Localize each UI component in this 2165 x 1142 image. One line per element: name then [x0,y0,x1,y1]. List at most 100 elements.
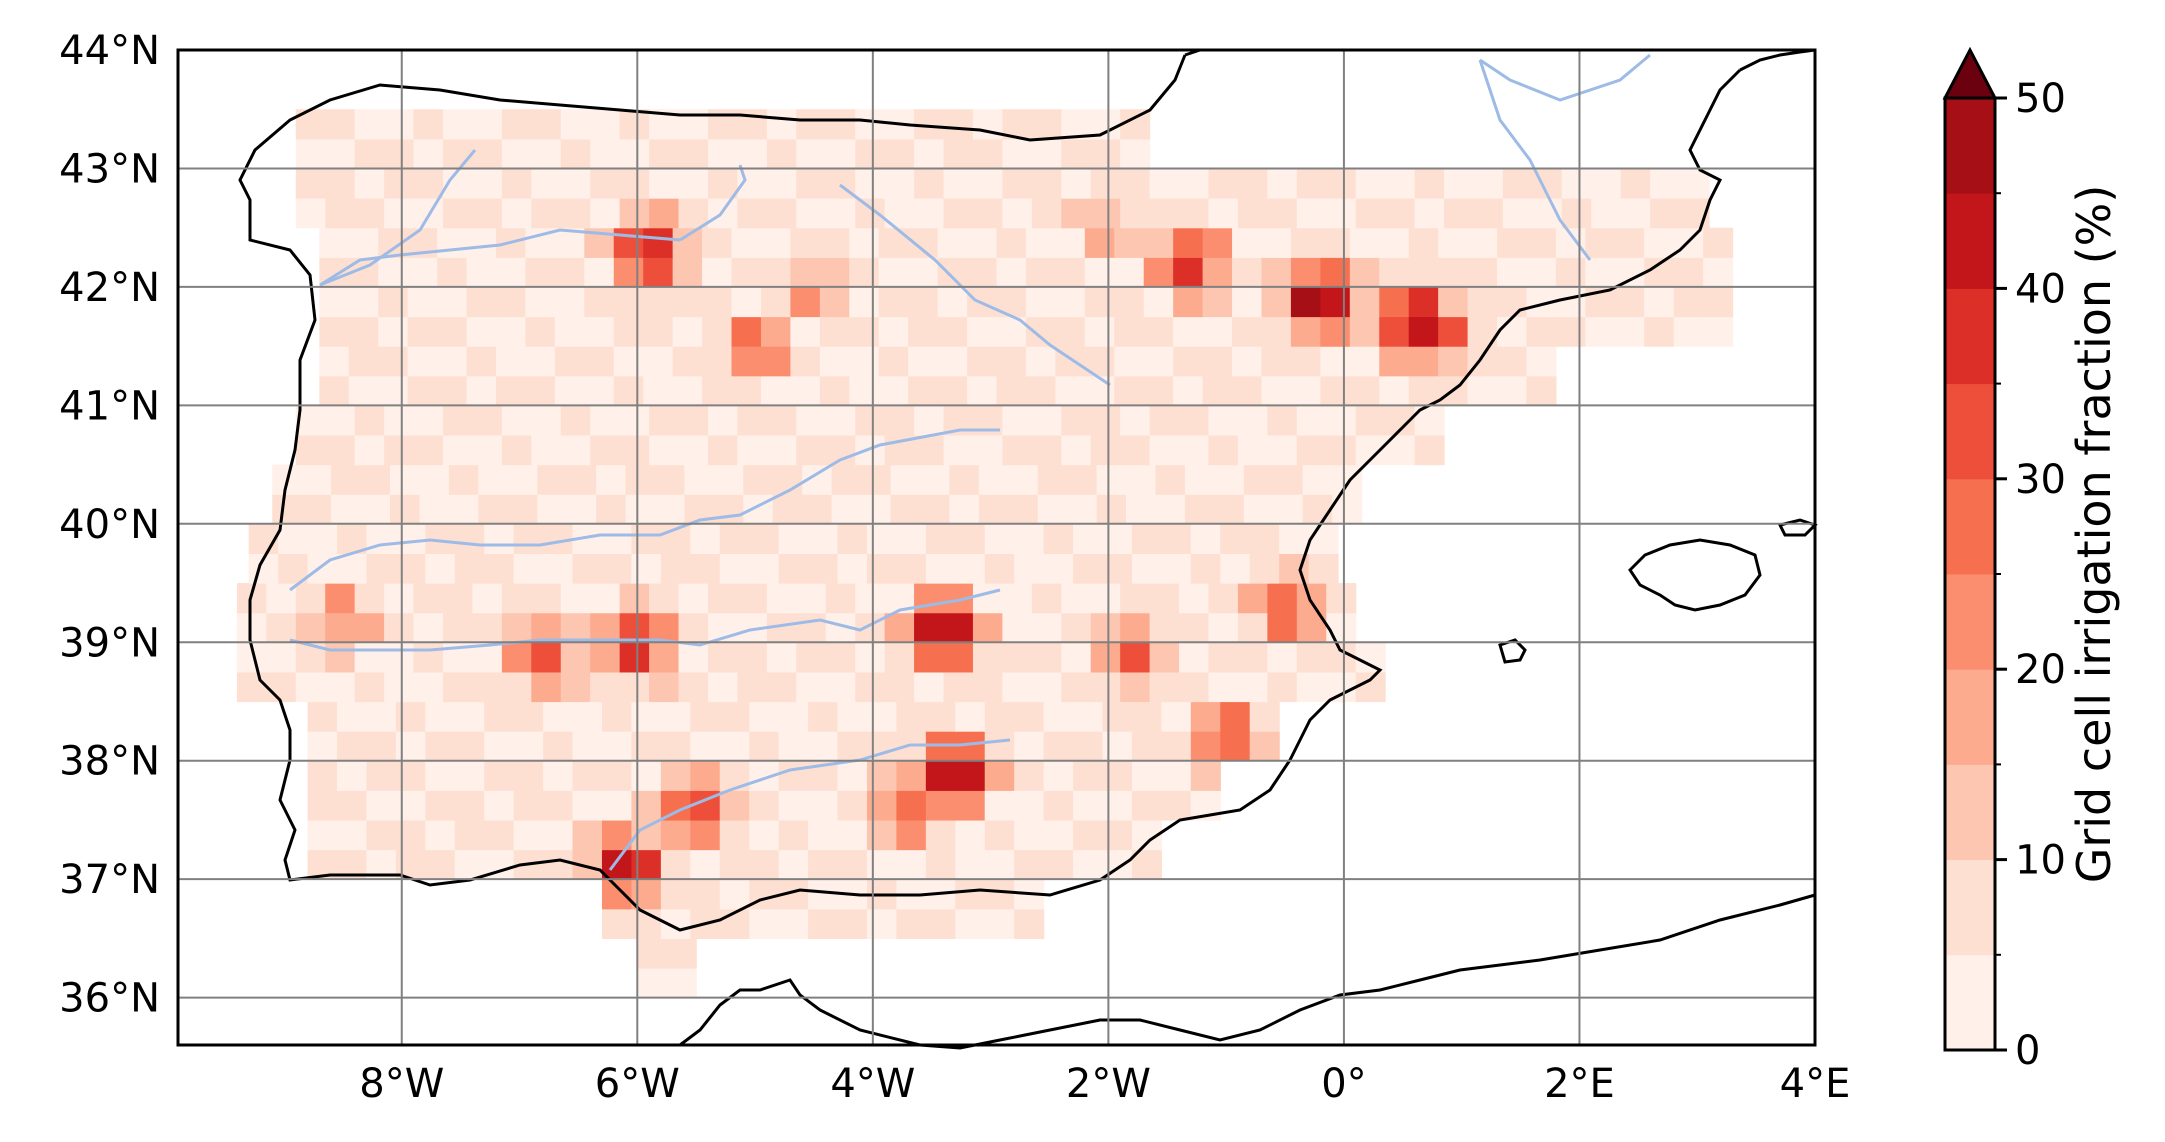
irrigation-cell [1561,198,1592,229]
irrigation-cell [690,731,721,762]
irrigation-cell [1408,286,1439,318]
irrigation-cell [531,434,562,466]
irrigation-cell [914,138,945,170]
irrigation-cell [336,731,368,762]
irrigation-cell [1243,494,1274,525]
irrigation-cell [707,138,739,170]
lat-tick-label: 42°N [59,265,160,311]
irrigation-cell [1161,731,1192,762]
irrigation-cell [1114,316,1145,347]
irrigation-cell [1591,168,1622,199]
irrigation-cell [884,642,915,673]
irrigation-cell [914,168,945,199]
irrigation-cell [1526,316,1557,347]
irrigation-cell [790,316,821,347]
irrigation-cell [442,109,474,140]
irrigation-cell [796,671,827,703]
irrigation-cell [413,583,444,614]
irrigation-cell [1043,523,1074,555]
irrigation-cell [660,553,691,584]
irrigation-cell [737,405,768,436]
irrigation-cell [560,405,591,436]
irrigation-cell [266,612,297,643]
irrigation-cell [419,494,450,525]
irrigation-cell [955,790,986,821]
irrigation-cell [972,642,1003,673]
irrigation-cell [1014,553,1045,584]
colorbar-band [1945,954,1995,1051]
colorbar-tick-label: 20 [2015,647,2066,693]
irrigation-cell [1025,346,1056,377]
irrigation-cell [1002,642,1033,673]
irrigation-cell [1143,375,1174,406]
irrigation-cell [1326,612,1357,643]
irrigation-cell [1043,790,1074,821]
irrigation-cell [766,109,797,140]
irrigation-cell [766,198,797,229]
irrigation-cell [1161,760,1192,791]
irrigation-cell [1290,286,1321,318]
irrigation-cell [731,286,762,318]
irrigation-cell [348,286,379,318]
irrigation-cell [1143,227,1174,258]
irrigation-cell [766,583,797,614]
irrigation-cell [560,434,591,466]
irrigation-cell [1120,434,1151,466]
colorbar-tick-label: 0 [2015,1028,2040,1074]
irrigation-cell [1273,464,1304,495]
irrigation-cell [560,168,591,199]
irrigation-cell [1379,375,1410,406]
irrigation-cell [643,375,674,406]
irrigation-cell [955,760,986,791]
irrigation-cell [354,642,385,673]
irrigation-cell [301,494,332,525]
irrigation-cell [937,316,968,347]
irrigation-cell [672,286,703,318]
irrigation-cell [1096,464,1127,495]
irrigation-cell [1644,257,1675,288]
irrigation-cell [660,819,691,851]
irrigation-cell [1220,701,1251,732]
irrigation-cell [325,138,356,170]
irrigation-cell [325,583,356,614]
irrigation-cell [1502,198,1533,229]
irrigation-cell [955,701,986,732]
irrigation-cell [855,671,886,703]
irrigation-cell [737,198,768,229]
irrigation-cell [1084,227,1115,258]
irrigation-cell [1438,346,1469,377]
irrigation-cell [1438,316,1469,347]
irrigation-cell [295,434,326,466]
irrigation-cell [378,346,409,377]
irrigation-cell [442,612,474,643]
irrigation-cell [413,138,444,170]
irrigation-cell [849,346,880,377]
irrigation-cell [802,494,833,525]
irrigation-cell [766,671,797,703]
irrigation-cell [984,790,1015,821]
irrigation-cell [1102,553,1133,584]
irrigation-cell [1296,642,1327,673]
irrigation-cell [1320,375,1351,406]
colorbar-band [1945,478,1995,575]
colorbar-tick-label: 50 [2015,76,2066,122]
irrigation-cell [472,138,503,170]
irrigation-cell [878,375,909,406]
irrigation-cell [478,464,509,495]
irrigation-cell [1249,553,1280,584]
irrigation-cell [925,908,956,939]
irrigation-cell [690,879,721,910]
irrigation-cell [890,494,921,525]
irrigation-cell [1073,849,1104,880]
irrigation-cell [525,257,556,288]
irrigation-cell [1120,583,1151,614]
irrigation-cell [967,257,998,288]
irrigation-cell [307,731,338,762]
irrigation-cell [743,464,774,495]
irrigation-cell [866,553,897,584]
irrigation-cell [1190,553,1221,584]
irrigation-cell [672,375,703,406]
irrigation-cell [1061,109,1092,140]
irrigation-cell [749,731,780,762]
irrigation-cell [619,642,650,673]
